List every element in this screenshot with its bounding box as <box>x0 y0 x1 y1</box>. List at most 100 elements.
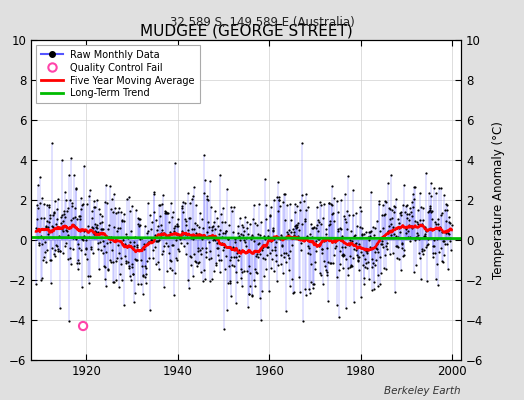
Point <box>304 243 312 249</box>
Point <box>287 228 296 235</box>
Point <box>89 250 97 256</box>
Point <box>436 185 445 191</box>
Point <box>246 270 255 276</box>
Point <box>34 182 42 188</box>
Point <box>358 232 366 238</box>
Point <box>258 243 267 250</box>
Point <box>263 244 271 250</box>
Point <box>40 239 49 246</box>
Point <box>54 248 63 254</box>
Point <box>117 218 126 224</box>
Point <box>254 240 263 247</box>
Point <box>239 224 247 230</box>
Point <box>259 255 267 261</box>
Point <box>200 152 208 158</box>
Point <box>301 216 310 222</box>
Point <box>325 222 333 228</box>
Point <box>307 220 315 227</box>
Point <box>346 264 354 270</box>
Point <box>320 238 328 245</box>
Point <box>354 258 363 264</box>
Point <box>113 228 121 234</box>
Point <box>358 261 367 268</box>
Point <box>432 189 441 196</box>
Point <box>303 235 311 241</box>
Point <box>190 226 198 232</box>
Point <box>412 262 420 268</box>
Point <box>242 235 250 242</box>
Point <box>251 265 259 272</box>
Point <box>201 254 210 260</box>
Point <box>267 204 276 210</box>
Point <box>172 255 180 261</box>
Point <box>101 264 109 270</box>
Point <box>434 249 443 256</box>
Point <box>400 182 408 188</box>
Point <box>176 232 184 239</box>
Point <box>389 226 397 232</box>
Point <box>347 238 356 244</box>
Point <box>247 292 256 298</box>
Point <box>430 243 438 250</box>
Point <box>395 224 403 231</box>
Point <box>80 233 89 240</box>
Point <box>288 276 296 282</box>
Point <box>158 201 167 207</box>
Point <box>174 246 182 252</box>
Point <box>182 218 191 224</box>
Point <box>403 228 412 234</box>
Point <box>339 253 347 259</box>
Point <box>379 211 388 218</box>
Point <box>100 263 108 270</box>
Point <box>69 235 78 242</box>
Point <box>97 246 105 253</box>
Point <box>32 216 41 222</box>
Point <box>392 243 401 250</box>
Point <box>301 207 310 214</box>
Point <box>59 218 68 224</box>
Point <box>300 236 308 243</box>
Point <box>212 260 220 266</box>
Point <box>176 234 184 240</box>
Point <box>171 270 180 276</box>
Point <box>150 189 159 196</box>
Point <box>166 228 174 235</box>
Point <box>420 233 429 240</box>
Point <box>357 294 366 300</box>
Point <box>426 205 434 212</box>
Point <box>331 237 339 243</box>
Point <box>227 204 235 210</box>
Point <box>81 250 89 257</box>
Point <box>114 284 123 291</box>
Point <box>337 244 346 250</box>
Point <box>407 225 416 232</box>
Point <box>400 224 409 231</box>
Point <box>408 213 416 219</box>
Point <box>344 173 352 179</box>
Point <box>231 236 239 243</box>
Point <box>282 259 290 266</box>
Point <box>250 277 258 283</box>
Point <box>85 227 94 234</box>
Point <box>225 222 233 228</box>
Point <box>218 234 226 240</box>
Point <box>39 254 48 260</box>
Point <box>192 202 200 208</box>
Point <box>397 267 405 273</box>
Point <box>196 250 205 257</box>
Point <box>84 223 92 229</box>
Point <box>67 154 75 161</box>
Point <box>374 249 383 255</box>
Point <box>41 224 50 230</box>
Point <box>424 241 432 247</box>
Point <box>243 268 252 274</box>
Point <box>158 251 166 258</box>
Point <box>149 247 158 253</box>
Point <box>36 277 45 283</box>
Point <box>151 232 159 238</box>
Point <box>329 252 337 258</box>
Point <box>414 250 423 257</box>
Point <box>249 237 258 244</box>
Point <box>243 218 251 225</box>
Point <box>447 222 456 228</box>
